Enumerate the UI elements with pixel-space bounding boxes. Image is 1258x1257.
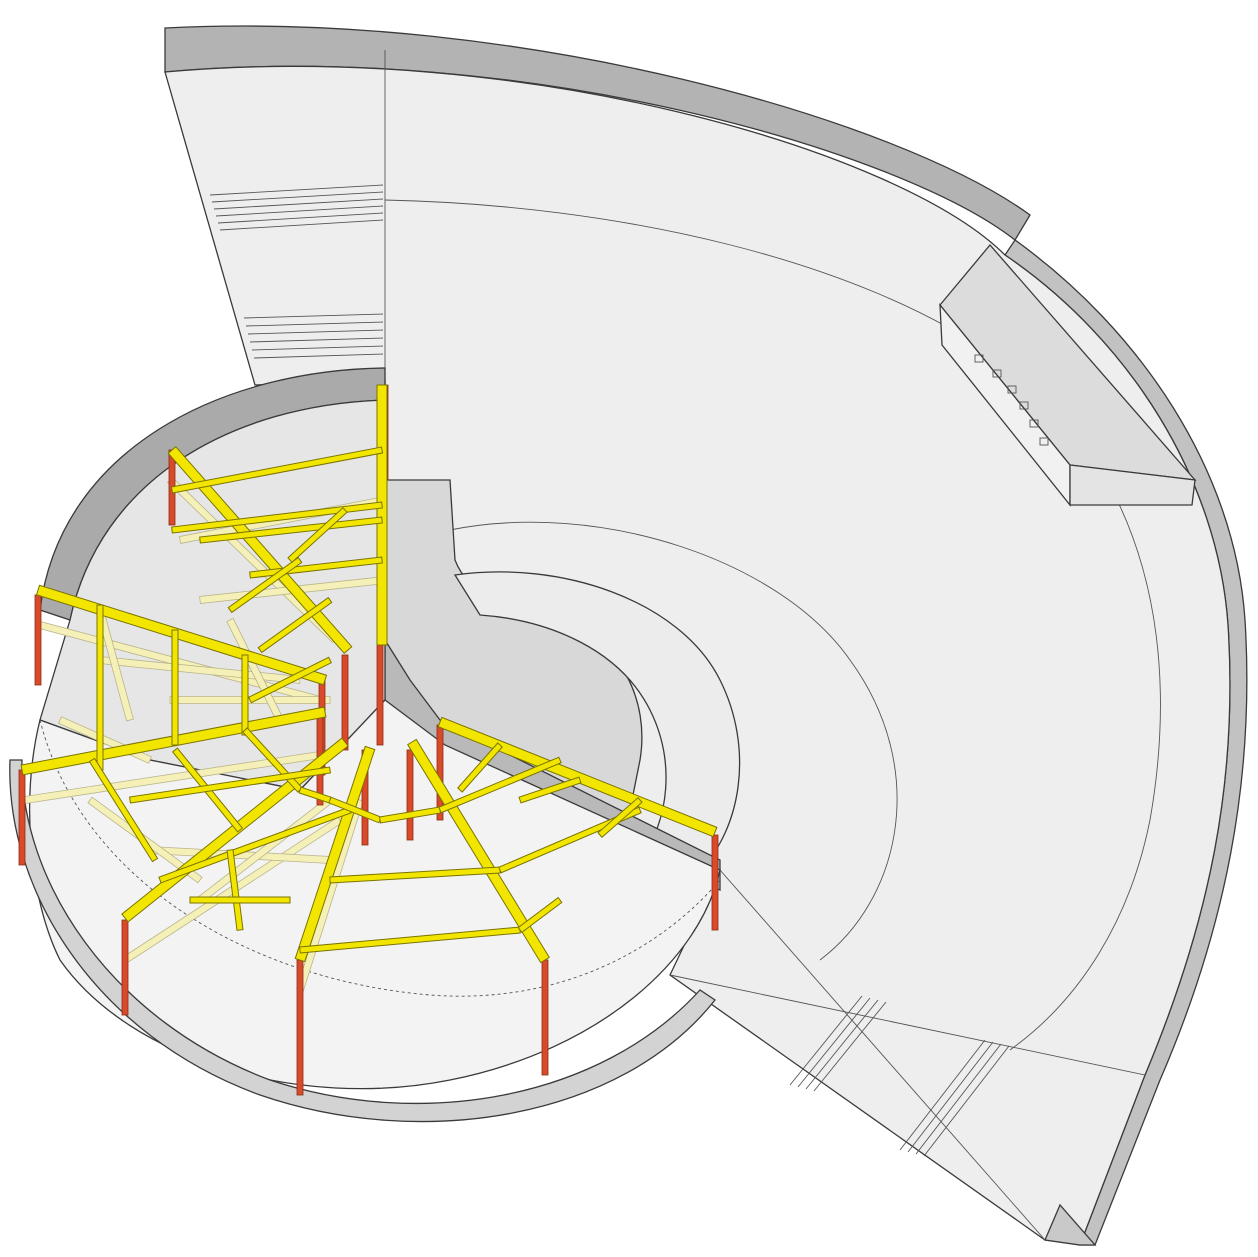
column <box>541 959 549 1076</box>
secondary-beam <box>498 806 642 874</box>
drum-floor-ring <box>39 719 721 997</box>
secondary-beam <box>247 656 333 704</box>
main-girder <box>35 584 328 686</box>
stair-marks-upper <box>209 184 384 231</box>
secondary-beam <box>226 849 244 931</box>
secondary-beam <box>128 766 332 804</box>
secondary-beam <box>88 757 159 863</box>
secondary-beam <box>170 446 384 494</box>
secondary-beam <box>597 797 643 838</box>
column <box>711 834 719 931</box>
column <box>376 644 384 746</box>
top-level-beams <box>20 384 718 964</box>
ramp-edge-inner <box>449 521 898 961</box>
window-box <box>939 243 1197 507</box>
secondary-beam <box>438 756 562 814</box>
stair-marks-lower-1 <box>789 995 887 1092</box>
stair-marks-middle <box>243 313 384 359</box>
column <box>18 769 26 866</box>
main-girder <box>437 716 718 838</box>
secondary-beam <box>189 896 291 904</box>
ramp-diagonal <box>719 869 1046 1241</box>
secondary-beam <box>171 501 383 534</box>
column <box>296 959 304 1096</box>
column <box>406 749 414 841</box>
secondary-beam <box>227 556 303 614</box>
main-girder <box>294 745 376 963</box>
secondary-beam <box>241 654 249 736</box>
secondary-beam <box>517 896 563 934</box>
column <box>34 594 42 686</box>
secondary-beam <box>287 507 348 563</box>
main-girder <box>376 384 388 646</box>
drum-base-band <box>9 759 716 1123</box>
ramp-lower-edge <box>669 974 1146 1076</box>
secondary-beam <box>457 742 503 793</box>
secondary-beam <box>518 776 582 804</box>
column <box>121 919 129 1016</box>
secondary-beam <box>171 629 179 746</box>
main-girder <box>167 445 353 655</box>
column <box>341 654 349 751</box>
stair-marks-lower-2 <box>899 1039 1010 1157</box>
outer-ramp-edge-lower <box>1044 1203 1097 1246</box>
main-girder <box>407 738 550 964</box>
secondary-beam <box>257 596 333 654</box>
secondary-beam <box>96 604 104 771</box>
